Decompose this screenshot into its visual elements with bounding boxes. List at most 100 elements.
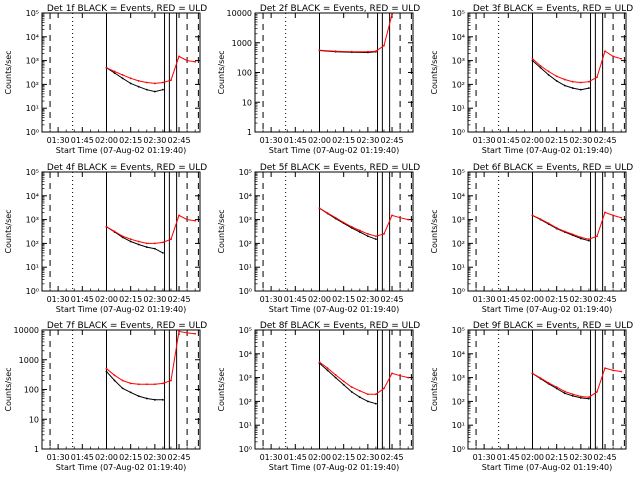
x-tick-label: 01:45 <box>284 136 307 145</box>
series-point <box>375 238 377 241</box>
chart-title: Det 4f BLACK = Events, RED = ULD <box>47 163 207 173</box>
x-tick-label: 02:00 <box>521 453 544 462</box>
y-tick-label: 10¹ <box>239 421 252 430</box>
series-point <box>612 55 615 58</box>
series-point <box>571 393 574 396</box>
series-point <box>334 373 337 376</box>
y-tick-label: 1 <box>247 128 252 137</box>
x-tick-label: 02:00 <box>308 295 331 304</box>
series-point <box>604 50 606 53</box>
series-point <box>145 88 148 91</box>
y-axis-label: Counts/sec <box>4 50 13 94</box>
x-tick-label: 02:45 <box>594 453 617 462</box>
x-tick-label: 02:45 <box>168 453 191 462</box>
series-point <box>318 49 321 52</box>
series-point <box>113 379 116 382</box>
y-tick-label: 10⁵ <box>452 326 465 335</box>
series-point <box>113 374 116 377</box>
series-point <box>129 382 132 385</box>
series-point <box>358 396 361 399</box>
x-axis-label: Start Time (07-Aug-02 01:19:40) <box>269 146 400 155</box>
y-tick-label: 10¹ <box>26 263 39 272</box>
x-tick-label: 02:15 <box>119 136 142 145</box>
chart-title: Det 8f BLACK = Events, RED = ULD <box>260 321 420 331</box>
series-point <box>604 211 606 214</box>
y-tick-label: 10¹ <box>239 263 252 272</box>
series-point <box>318 361 321 363</box>
y-axis-label: Counts/sec <box>4 209 13 253</box>
events-series-line <box>106 226 164 254</box>
series-point <box>555 387 558 390</box>
y-axis-label: Counts/sec <box>430 209 439 253</box>
y-tick-label: 10⁰ <box>26 128 39 137</box>
events-series-line <box>532 60 589 91</box>
y-tick-label: 10² <box>26 80 39 89</box>
series-point <box>162 251 164 254</box>
events-series-line <box>106 371 163 401</box>
y-tick-label: 10¹ <box>26 104 39 113</box>
series-point <box>555 75 558 78</box>
y-tick-label: 10² <box>452 239 465 248</box>
y-tick-label: 10³ <box>239 216 252 225</box>
x-tick-label: 01:45 <box>284 295 307 304</box>
x-tick-label: 02:45 <box>594 295 617 304</box>
series-point <box>563 78 566 81</box>
series-point <box>129 77 132 80</box>
y-tick-label: 10³ <box>452 216 465 225</box>
series-point <box>105 367 108 370</box>
y-tick-label: 10⁴ <box>239 192 252 201</box>
series-point <box>358 389 361 392</box>
series-point <box>366 235 369 238</box>
series-point <box>170 79 172 82</box>
series-point <box>383 387 385 390</box>
series-point <box>531 372 534 375</box>
x-tick-label: 02:15 <box>332 136 355 145</box>
series-point <box>596 391 598 393</box>
series-point <box>555 80 558 82</box>
series-point <box>399 374 402 377</box>
plot-frame <box>467 329 627 450</box>
x-axis-label: Start Time (07-Aug-02 01:19:40) <box>269 463 400 472</box>
series-point <box>137 383 140 386</box>
y-tick-label: 10² <box>239 397 252 406</box>
x-tick-label: 01:30 <box>260 136 283 145</box>
y-tick-label: 10⁵ <box>26 9 39 18</box>
series-point <box>334 216 337 219</box>
series-point <box>121 74 124 76</box>
plot-frame <box>467 171 627 292</box>
y-tick-label: 10⁰ <box>26 287 39 296</box>
y-axis-label: Counts/sec <box>430 50 439 94</box>
series-point <box>596 235 598 238</box>
plot-frame <box>254 171 414 292</box>
x-tick-label: 02:45 <box>381 453 404 462</box>
series-point <box>105 370 108 373</box>
series-point <box>366 400 369 403</box>
x-tick-label: 02:30 <box>356 453 379 462</box>
y-tick-label: 10⁵ <box>452 9 465 18</box>
series-point <box>342 221 345 224</box>
uld-series-line <box>106 214 196 244</box>
series-point <box>531 214 534 217</box>
chart-panel-3: Det 3f BLACK = Events, RED = ULD 10⁰ 10¹ 10… <box>430 4 633 155</box>
y-tick-label: 10¹ <box>452 421 465 430</box>
x-axis-label: Start Time (07-Aug-02 01:19:40) <box>269 305 400 314</box>
y-axis-label: Counts/sec <box>217 209 226 253</box>
series-point <box>531 57 534 60</box>
series-point <box>178 214 180 217</box>
y-tick-label: 10³ <box>452 374 465 383</box>
x-tick-label: 02:30 <box>356 295 379 304</box>
series-point <box>366 50 369 53</box>
y-tick-label: 10⁴ <box>452 350 465 359</box>
series-point <box>129 391 132 394</box>
plot-frame <box>41 171 201 292</box>
y-tick-label: 10⁵ <box>239 326 252 335</box>
x-tick-label: 01:45 <box>497 136 520 145</box>
x-tick-label: 02:15 <box>332 295 355 304</box>
series-point <box>375 393 377 396</box>
x-tick-label: 01:30 <box>473 136 496 145</box>
x-tick-label: 02:30 <box>143 453 166 462</box>
series-point <box>555 226 558 229</box>
x-tick-label: 02:45 <box>381 136 404 145</box>
x-tick-label: 01:45 <box>71 453 94 462</box>
